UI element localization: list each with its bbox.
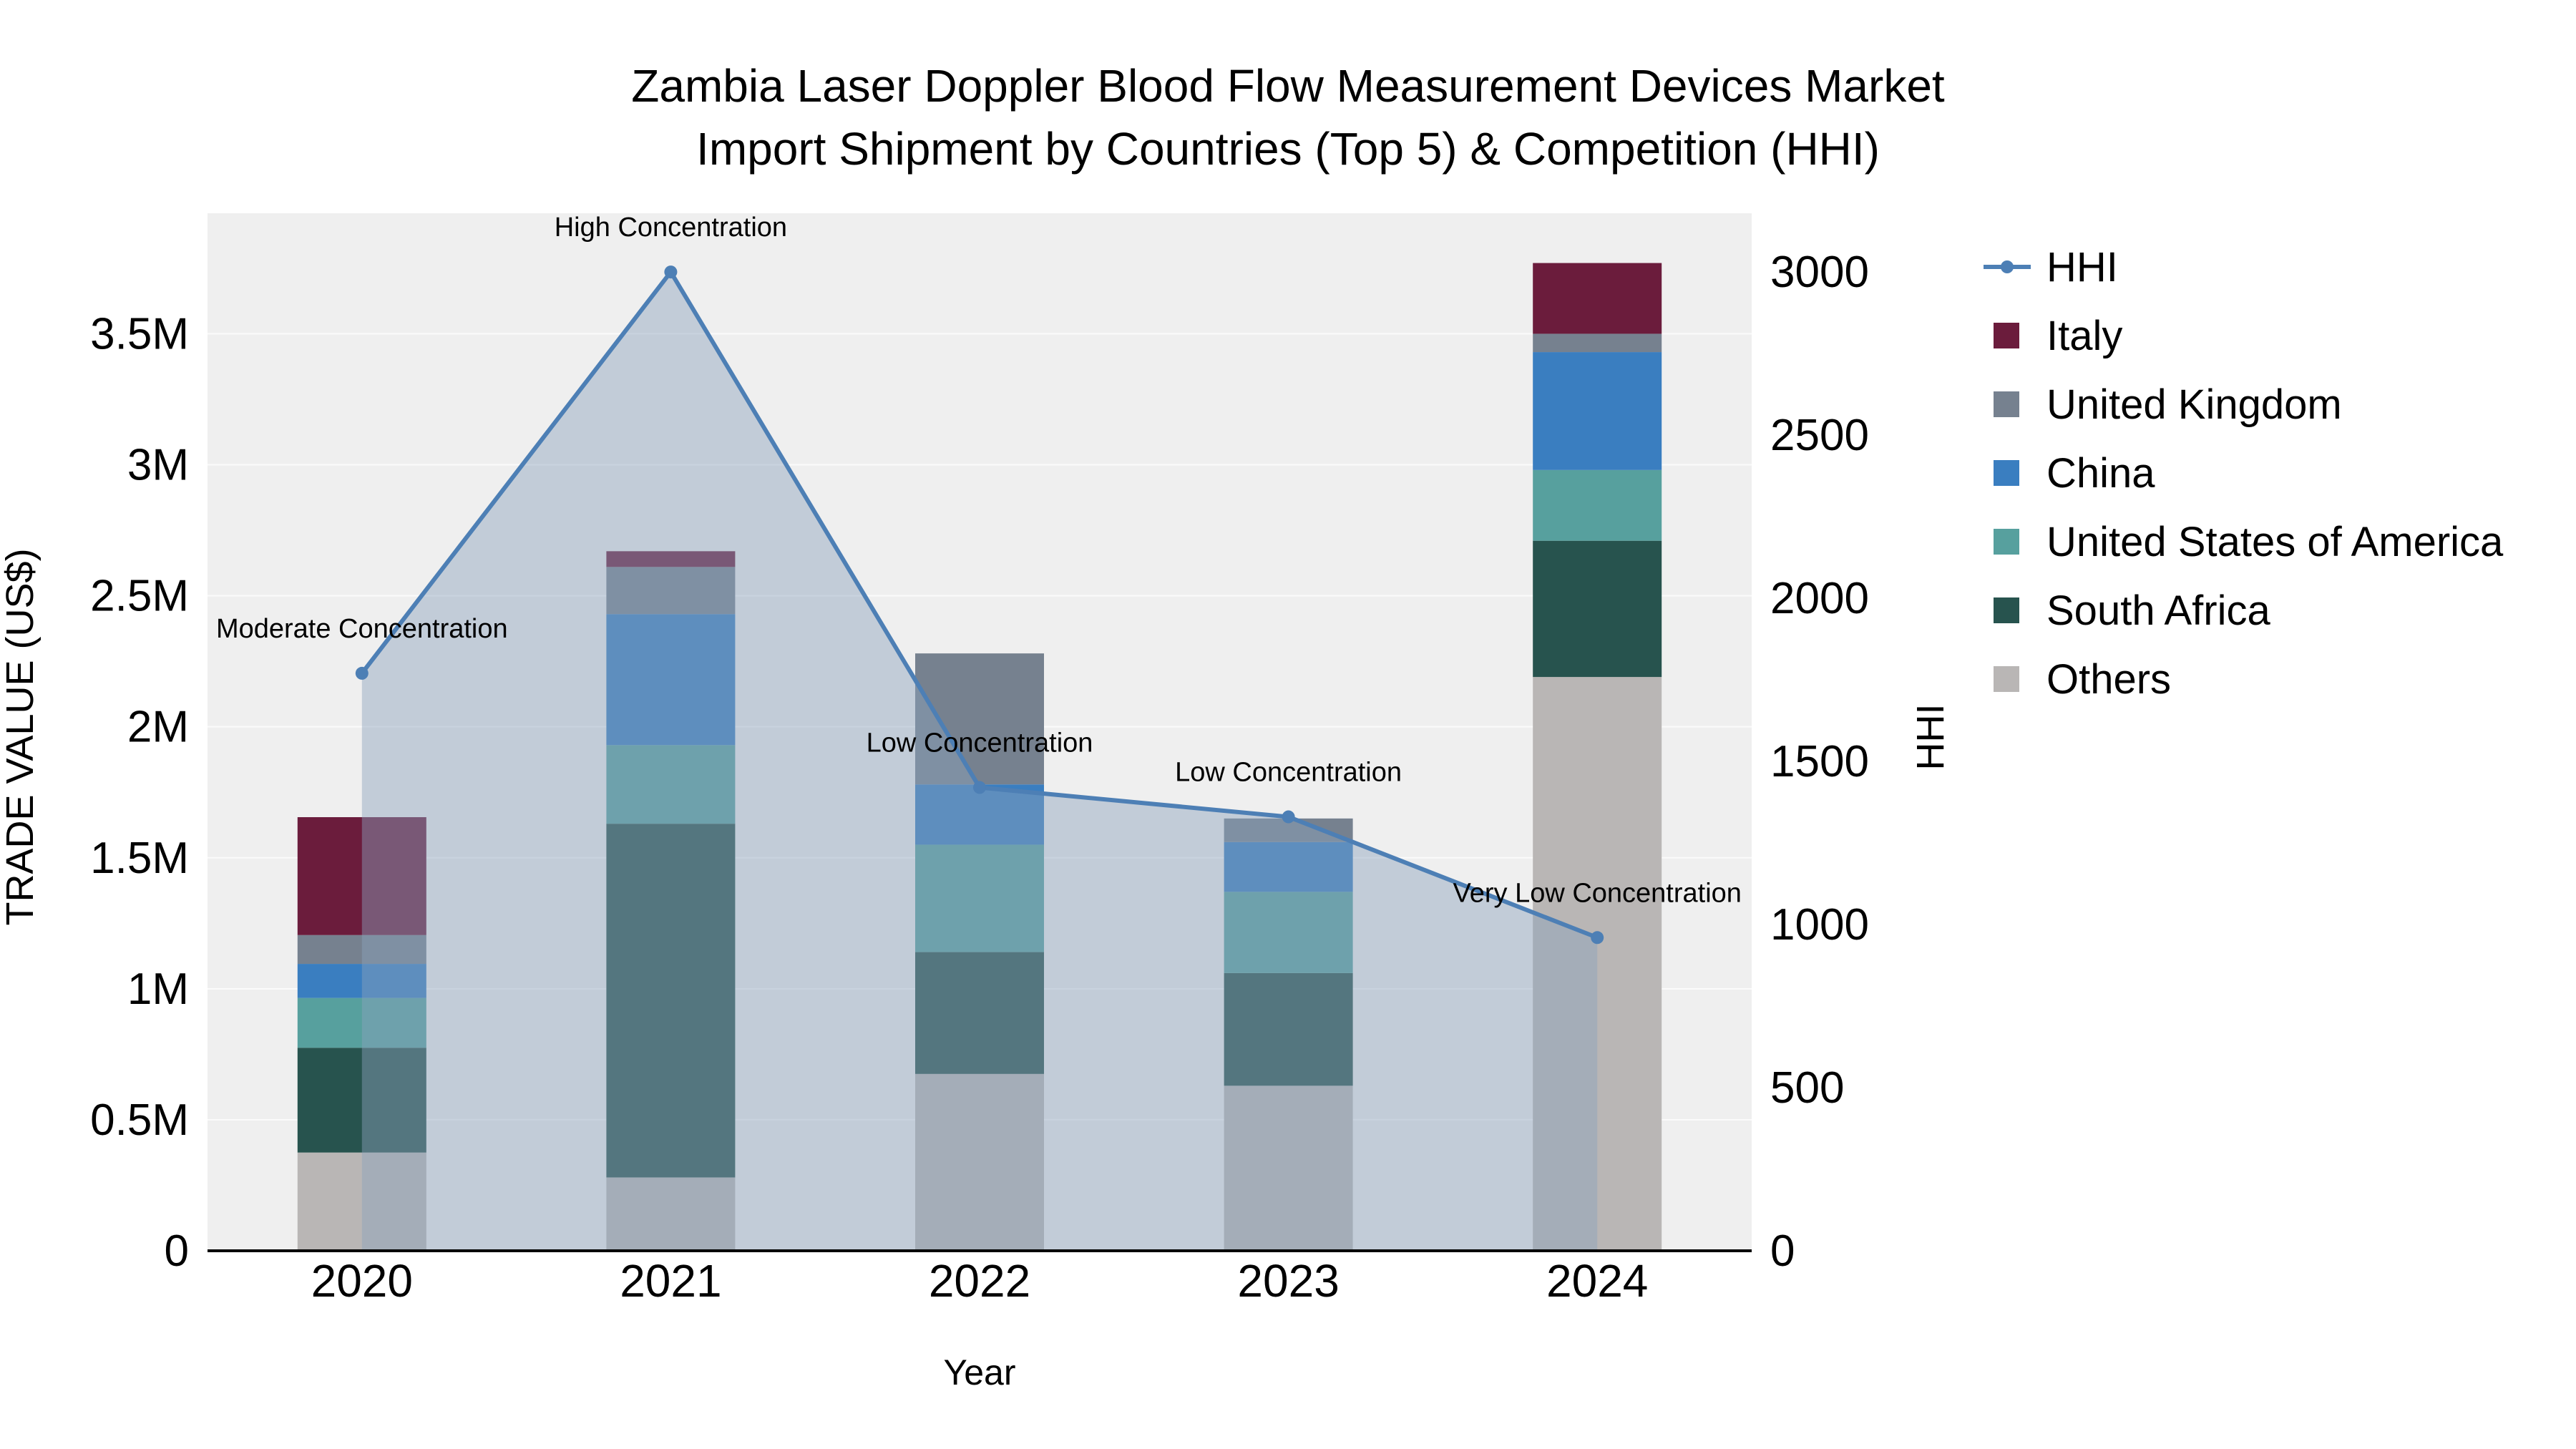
legend-swatch-others	[1994, 666, 2019, 692]
hhi-marker-2020	[355, 666, 369, 680]
y-left-tick-label: 0	[165, 1226, 189, 1276]
bar-segment-others-2023	[1224, 1085, 1353, 1251]
legend-label-others: Others	[2046, 656, 2171, 703]
annotation-2021: High Concentration	[555, 213, 787, 243]
legend-swatch-china	[1994, 460, 2019, 486]
legend-item-china[interactable]: China	[1994, 450, 2155, 497]
bar-segment-south-africa-2024	[1533, 540, 1662, 678]
bar-segment-italy-2024	[1533, 263, 1662, 334]
x-tick-label-2023: 2023	[1237, 1255, 1339, 1307]
bar-segment-south-africa-2023	[1224, 972, 1353, 1086]
legend: HHI Italy United Kingdom China United States…	[1984, 244, 2504, 703]
hhi-legend-marker-icon	[2001, 260, 2014, 273]
x-tick-label-2020: 2020	[311, 1255, 413, 1307]
bar-segment-others-2020	[297, 1152, 426, 1251]
y-right-tick-label: 1500	[1770, 737, 1869, 786]
legend-swatch-south-africa	[1994, 597, 2019, 623]
y-right-tick-label: 1000	[1770, 900, 1869, 950]
bar-segment-others-2021	[606, 1177, 736, 1251]
hhi-area-fill	[361, 272, 1598, 1252]
bar-segment-china-2023	[1224, 841, 1353, 892]
bar-segment-china-2021	[606, 614, 736, 746]
legend-item-united-kingdom[interactable]: United Kingdom	[1994, 381, 2342, 428]
legend-swatch-united-kingdom	[1994, 391, 2019, 417]
bar-segment-united-states-of-america-2024	[1533, 469, 1662, 541]
bar-segment-united-states-of-america-2023	[1224, 892, 1353, 973]
legend-item-south-africa[interactable]: South Africa	[1994, 587, 2270, 634]
legend-label-china: China	[2046, 450, 2155, 497]
legend-item-united-states-of-america[interactable]: United States of America	[1994, 519, 2504, 565]
x-tick-label-2022: 2022	[929, 1255, 1030, 1307]
y-left-axis-title: TRADE VALUE (US$)	[0, 548, 42, 925]
hhi-marker-2022	[973, 781, 986, 794]
legend-swatch-italy	[1994, 323, 2019, 348]
bar-segment-south-africa-2021	[606, 824, 736, 1178]
bar-segment-china-2024	[1533, 352, 1662, 470]
chart-title-line2: Import Shipment by Countries (Top 5) & C…	[696, 123, 1880, 175]
y-right-axis-title: HHI	[1909, 704, 1952, 771]
y-right-tick-label: 0	[1770, 1226, 1795, 1276]
y-left-tick-label: 1.5M	[90, 834, 189, 883]
bar-segment-united-kingdom-2021	[606, 567, 736, 615]
y-left-tick-label: 3.5M	[90, 309, 189, 358]
legend-item-others[interactable]: Others	[1994, 656, 2171, 703]
bar-segment-united-states-of-america-2021	[606, 745, 736, 824]
bar-segment-south-africa-2022	[915, 952, 1044, 1074]
annotation-2020: Moderate Concentration	[216, 614, 508, 644]
legend-swatch-united-states-of-america	[1994, 529, 2019, 555]
bar-segment-china-2020	[297, 964, 426, 998]
annotation-2022: Low Concentration	[867, 728, 1093, 758]
annotation-2024: Very Low Concentration	[1453, 878, 1741, 908]
x-tick-label-2024: 2024	[1546, 1255, 1648, 1307]
legend-label-italy: Italy	[2046, 313, 2122, 359]
plot-area: Moderate Concentration High Concentration…	[90, 213, 1869, 1307]
hhi-marker-2021	[664, 265, 678, 279]
y-right-tick-label: 3000	[1770, 248, 1869, 297]
x-tick-label-2021: 2021	[620, 1255, 721, 1307]
bar-segment-italy-2021	[606, 551, 736, 567]
hhi-marker-2023	[1282, 810, 1295, 824]
bar-segment-united-states-of-america-2020	[297, 997, 426, 1048]
bar-segment-united-kingdom-2024	[1533, 333, 1662, 353]
legend-item-hhi[interactable]: HHI	[1984, 244, 2118, 291]
y-right-tick-label: 2500	[1770, 411, 1869, 460]
x-axis-title: Year	[943, 1352, 1015, 1392]
annotation-2023: Low Concentration	[1175, 758, 1402, 788]
bar-segment-china-2022	[915, 784, 1044, 845]
legend-label-united-kingdom: United Kingdom	[2046, 381, 2342, 428]
bar-segment-south-africa-2020	[297, 1048, 426, 1153]
bar-segment-others-2022	[915, 1073, 1044, 1251]
hhi-marker-2024	[1591, 931, 1604, 945]
legend-label-united-states-of-america: United States of America	[2046, 519, 2504, 565]
bar-segment-united-states-of-america-2022	[915, 844, 1044, 952]
bar-segment-others-2024	[1533, 677, 1662, 1251]
y-left-tick-label: 0.5M	[90, 1096, 189, 1145]
legend-label-south-africa: South Africa	[2046, 587, 2270, 634]
y-left-tick-label: 3M	[127, 441, 189, 490]
y-left-tick-label: 2.5M	[90, 572, 189, 621]
y-right-tick-label: 2000	[1770, 574, 1869, 623]
bar-segment-italy-2020	[297, 817, 426, 935]
y-left-tick-label: 2M	[127, 703, 189, 752]
legend-label-hhi: HHI	[2046, 244, 2118, 291]
y-left-tick-label: 1M	[127, 965, 189, 1014]
y-right-tick-label: 500	[1770, 1063, 1844, 1113]
bar-segment-united-kingdom-2020	[297, 935, 426, 965]
chart-title-line1: Zambia Laser Doppler Blood Flow Measurem…	[631, 60, 1945, 112]
legend-item-italy[interactable]: Italy	[1994, 313, 2122, 359]
